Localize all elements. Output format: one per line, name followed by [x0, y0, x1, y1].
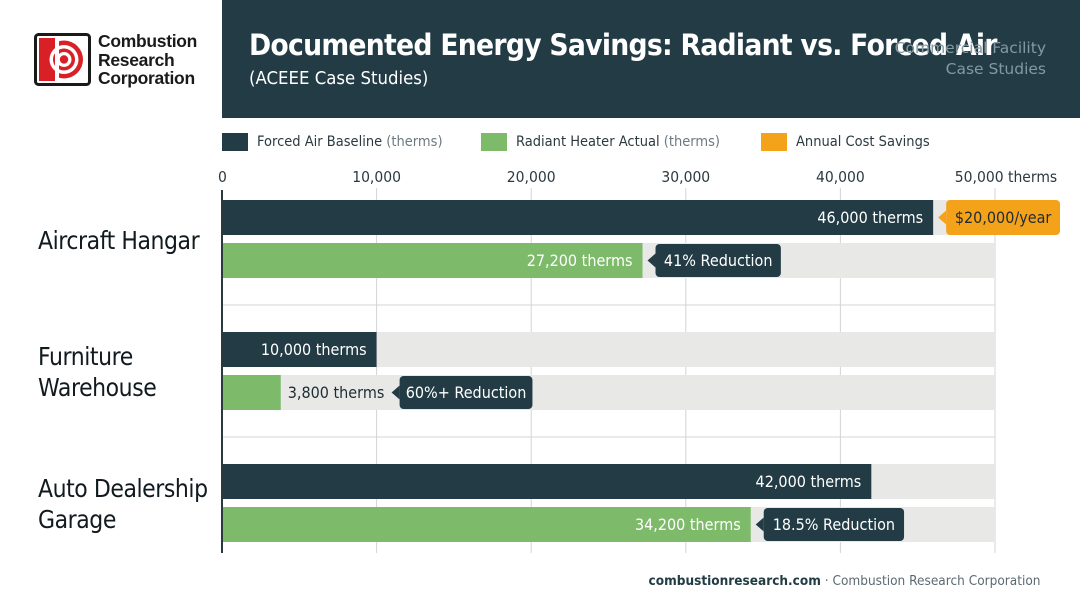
footer: combustionresearch.com · Combustion Rese… — [648, 573, 1040, 589]
reduction-callout-label: 18.5% Reduction — [773, 515, 895, 534]
footer-website-link[interactable]: combustionresearch.com — [648, 573, 821, 589]
bar-value-label-radiant: 34,200 therms — [635, 515, 741, 534]
reduction-callout — [399, 376, 533, 409]
brand-line-2: Research — [98, 49, 175, 70]
legend-unit-forced-air: (therms) — [386, 134, 443, 150]
cost-savings-callout — [946, 200, 1061, 235]
savings-pointer — [938, 210, 947, 225]
x-tick-label: 40,000 — [816, 168, 865, 186]
x-tick-label: 20,000 — [507, 168, 556, 186]
category-label-line: Garage — [38, 505, 116, 534]
x-tick-label: 50,000 therms — [955, 168, 1057, 186]
category-label: Furniture Warehouse — [38, 341, 157, 403]
bar-value-label-radiant: 27,200 therms — [527, 251, 633, 270]
page-title: Documented Energy Savings: Radiant vs. F… — [249, 28, 997, 62]
brand-line-1: Combustion — [98, 31, 198, 51]
footer-company: Combustion Research Corporation — [832, 573, 1040, 589]
header-tagline-line-1: Commercial Facility — [894, 39, 1046, 57]
reduction-callout — [655, 244, 781, 277]
callout-pointer — [391, 385, 400, 400]
bar-value-label-forced-air: 10,000 therms — [261, 340, 367, 359]
cost-savings-label: $20,000/year — [955, 208, 1052, 227]
legend-item-forced-air: Forced Air Baseline (therms) — [222, 133, 463, 151]
x-tick-label: 0 — [218, 168, 227, 186]
x-tick-label: 10,000 — [352, 168, 401, 186]
legend-label-forced-air: Forced Air Baseline — [257, 134, 383, 150]
category-label-line: Furniture — [38, 342, 133, 371]
x-tick-label: 30,000 — [661, 168, 710, 186]
header-tagline-line-2: Case Studies — [945, 60, 1046, 78]
legend-label-cost-savings: Annual Cost Savings — [795, 134, 930, 150]
bar-forced-air — [222, 332, 377, 367]
header-banner: Documented Energy Savings: Radiant vs. F… — [222, 0, 1080, 118]
bar-value-label-forced-air: 42,000 therms — [756, 472, 862, 491]
legend-label-radiant: Radiant Heater Actual — [516, 134, 660, 150]
brand-name: Combustion Research Corporation — [98, 32, 197, 88]
bar-forced-air — [222, 464, 872, 499]
brand-line-3: Corporation — [98, 68, 195, 88]
bar-track — [222, 375, 995, 410]
reduction-callout — [763, 508, 905, 541]
footer-separator: · — [824, 573, 829, 589]
bar-radiant — [222, 375, 281, 410]
category-label-line: Auto Dealership — [38, 474, 208, 503]
legend-item-cost-savings: Annual Cost Savings — [760, 133, 945, 151]
bar-value-label-forced-air: 46,000 therms — [817, 208, 923, 227]
legend-swatch-radiant — [481, 133, 508, 151]
callout-pointer — [755, 517, 764, 532]
header-tagline: Commercial Facility Case Studies — [895, 38, 1046, 80]
chart-legend: Forced Air Baseline (therms) Radiant Hea… — [222, 132, 962, 152]
legend-swatch-forced-air — [222, 133, 248, 151]
legend-swatch-cost-savings — [760, 133, 787, 151]
bar-radiant — [222, 507, 751, 542]
bar-value-label-radiant: 3,800 therms — [288, 383, 385, 402]
reduction-callout-label: 41% Reduction — [664, 251, 773, 270]
bar-forced-air — [222, 200, 934, 235]
callout-pointer — [647, 253, 656, 268]
reduction-callout-label: 60%+ Reduction — [406, 383, 527, 402]
combustion-research-logo-icon — [34, 33, 91, 86]
bar-radiant — [222, 243, 643, 278]
logo-area: Combustion Research Corporation — [0, 0, 222, 118]
legend-unit-radiant: (therms) — [663, 134, 721, 150]
category-label-line: Warehouse — [38, 373, 157, 402]
category-label-line: Aircraft Hangar — [38, 226, 200, 255]
legend-item-radiant: Radiant Heater Actual (therms) — [481, 133, 743, 151]
category-label: Auto Dealership Garage — [38, 473, 208, 535]
page-subtitle: (ACEEE Case Studies) — [249, 68, 429, 89]
category-label: Aircraft Hangar — [38, 225, 200, 256]
